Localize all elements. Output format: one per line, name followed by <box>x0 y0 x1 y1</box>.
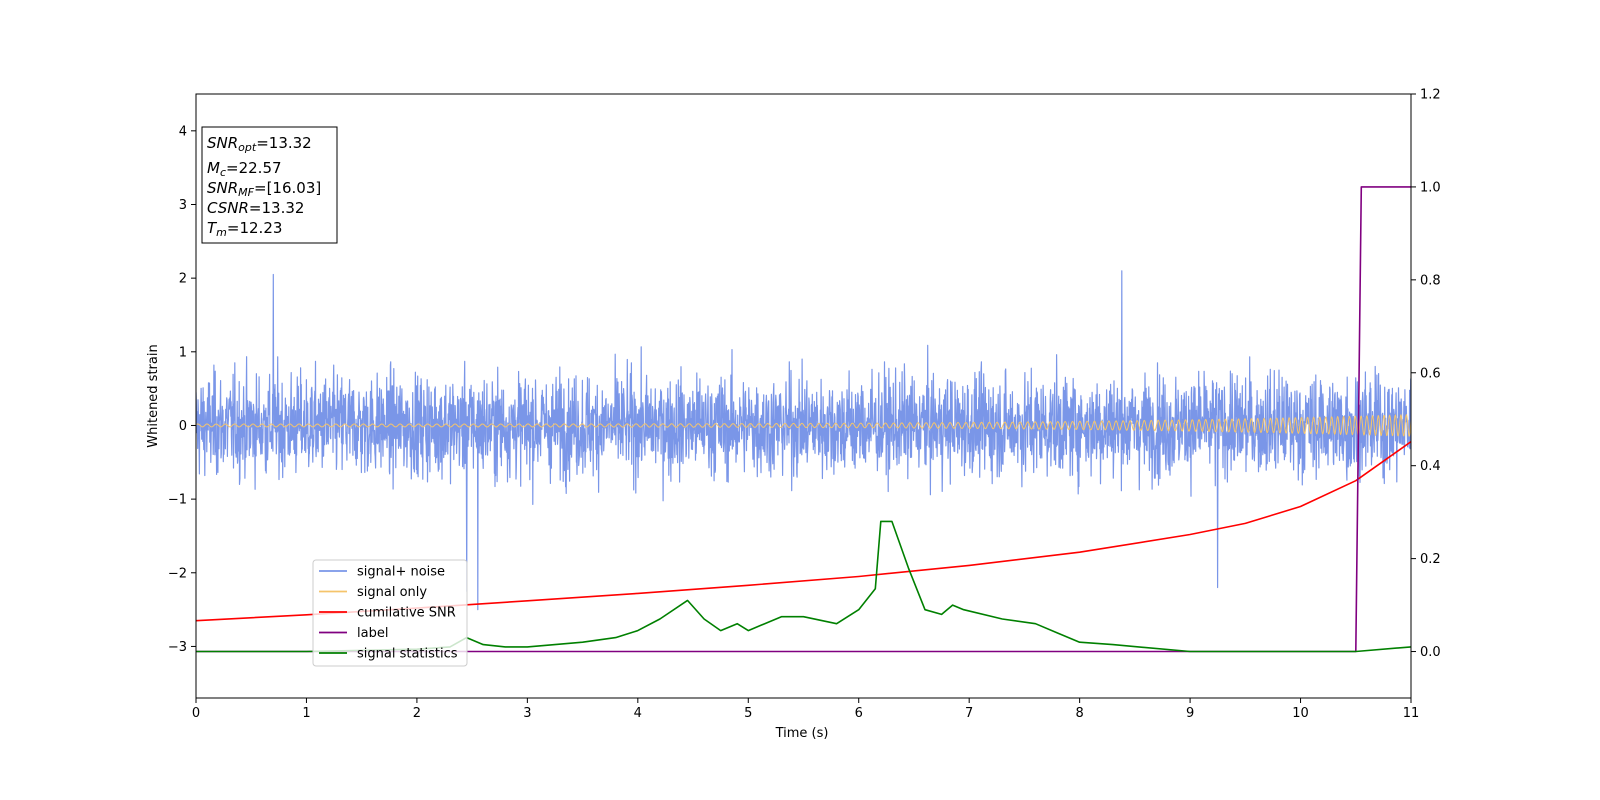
y-tick-label: −1 <box>168 493 187 508</box>
x-tick-label: 5 <box>744 706 752 721</box>
y2-tick-label: 0.4 <box>1420 459 1441 474</box>
y-tick-label: −2 <box>168 566 187 581</box>
info-csnr: CSNR=13.32 <box>207 199 304 217</box>
info-snr-mf: SNRMF=[16.03] <box>207 179 321 199</box>
series-line-signal-statistics <box>196 520 1411 653</box>
x-tick-label: 0 <box>192 706 200 721</box>
x-tick-label: 2 <box>413 706 421 721</box>
info-mc: Mc=22.57 <box>207 159 282 179</box>
x-axis-ticks: 0 1 2 3 4 5 6 7 8 9 10 11 <box>192 698 1419 721</box>
axes-frame <box>195 93 1412 699</box>
y-tick-label: −3 <box>168 640 187 655</box>
legend-label: signal statistics <box>357 647 458 662</box>
y2-axis-ticks: 0.0 0.2 0.4 0.6 0.8 1.0 1.2 <box>1411 88 1441 660</box>
info-box: SNRopt=13.32 Mc=22.57 SNRMF=[16.03] CSNR… <box>201 126 338 244</box>
y2-tick-label: 0.0 <box>1420 645 1441 660</box>
x-tick-label: 7 <box>965 706 973 721</box>
legend-label: cumilative SNR <box>357 606 456 621</box>
legend-label: signal only <box>357 585 427 600</box>
info-snr-opt: SNRopt=13.32 <box>207 134 312 154</box>
x-tick-label: 3 <box>523 706 531 721</box>
series-line-signal-noise <box>196 270 1411 611</box>
y2-tick-label: 1.2 <box>1420 88 1441 103</box>
y2-tick-label: 0.2 <box>1420 552 1441 567</box>
series-line-signal-only <box>196 414 1411 437</box>
legend: signal+ noise signal only cumilative SNR la… <box>312 559 468 667</box>
y-tick-label: 4 <box>179 124 187 139</box>
y2-tick-label: 1.0 <box>1420 180 1441 195</box>
x-tick-label: 10 <box>1292 706 1309 721</box>
y-axis-ticks: 4 3 2 1 0 −1 −2 −3 <box>168 124 196 655</box>
x-tick-label: 4 <box>634 706 642 721</box>
x-tick-label: 9 <box>1186 706 1194 721</box>
y-axis-label: Whitened strain <box>146 344 161 447</box>
legend-label: signal+ noise <box>357 565 445 580</box>
x-axis-label: Time (s) <box>775 726 829 741</box>
y-tick-label: 0 <box>179 419 187 434</box>
y-tick-label: 2 <box>179 272 187 287</box>
x-tick-label: 6 <box>855 706 863 721</box>
y-tick-label: 1 <box>179 345 187 360</box>
y2-tick-label: 0.8 <box>1420 273 1441 288</box>
y-tick-label: 3 <box>179 198 187 213</box>
y2-tick-label: 0.6 <box>1420 366 1441 381</box>
info-tm: Tm=12.23 <box>207 219 282 239</box>
legend-label: label <box>357 626 388 641</box>
x-tick-label: 11 <box>1403 706 1420 721</box>
series-line-label <box>196 186 1411 653</box>
x-tick-label: 8 <box>1075 706 1083 721</box>
x-tick-label: 1 <box>302 706 310 721</box>
